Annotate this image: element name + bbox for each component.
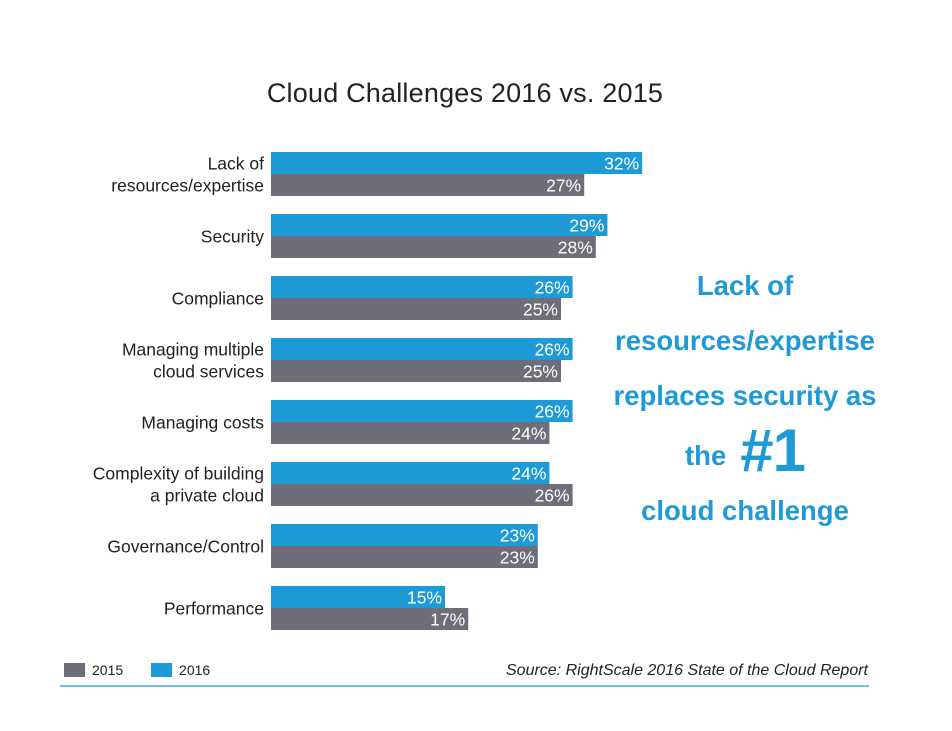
callout-line-5: cloud challenge bbox=[641, 495, 849, 526]
callout-line-1: Lack of bbox=[696, 270, 794, 301]
legend-label-2016: 2016 bbox=[179, 662, 211, 678]
bar-2016-performance bbox=[271, 586, 445, 608]
value-label-2016-managing-multiple-cloud-services: 26% bbox=[535, 340, 570, 360]
bar-2016-compliance bbox=[271, 276, 573, 298]
callout-number-one: #1 bbox=[740, 417, 806, 484]
bar-2016-managing-costs bbox=[271, 400, 573, 422]
source-divider bbox=[60, 685, 869, 687]
bar-2016-complexity-of-building-a-private-cloud bbox=[271, 462, 550, 484]
legend-label-2015: 2015 bbox=[92, 662, 124, 678]
category-label-lack-of-resources-expertise-line-2: resources/expertise bbox=[111, 176, 264, 196]
bar-2016-governance-control bbox=[271, 524, 538, 546]
bar-2015-complexity-of-building-a-private-cloud bbox=[271, 484, 573, 506]
bar-2015-lack-of-resources-expertise bbox=[271, 174, 585, 196]
bar-2015-managing-costs bbox=[271, 422, 550, 444]
chart-title: Cloud Challenges 2016 vs. 2015 bbox=[266, 78, 664, 108]
category-label-managing-costs: Managing costs bbox=[141, 413, 264, 433]
value-label-2015-managing-costs: 24% bbox=[511, 424, 546, 444]
legend-swatch-2015 bbox=[64, 663, 85, 677]
category-label-performance: Performance bbox=[164, 599, 264, 619]
legend-item-2015: 2015 bbox=[64, 662, 123, 678]
category-label-managing-multiple-cloud-services-line-1: Managing multiple bbox=[122, 340, 264, 360]
bar-2016-lack-of-resources-expertise bbox=[271, 152, 643, 174]
category-label-compliance: Compliance bbox=[172, 289, 264, 309]
category-label-complexity-of-building-a-private-cloud-line-2: a private cloud bbox=[150, 486, 264, 506]
callout-line-3: replaces security as bbox=[613, 380, 877, 411]
legend-item-2016: 2016 bbox=[151, 662, 210, 678]
value-label-2016-performance: 15% bbox=[407, 588, 442, 608]
category-label-managing-multiple-cloud-services-line-2: cloud services bbox=[153, 362, 264, 382]
value-label-2015-compliance: 25% bbox=[523, 300, 558, 320]
value-label-2015-security: 28% bbox=[558, 238, 593, 258]
value-label-2016-complexity-of-building-a-private-cloud: 24% bbox=[511, 464, 546, 484]
value-label-2015-managing-multiple-cloud-services: 25% bbox=[523, 362, 558, 382]
bar-2015-managing-multiple-cloud-services bbox=[271, 360, 561, 382]
callout-the: the bbox=[685, 440, 727, 471]
value-label-2015-governance-control: 23% bbox=[500, 548, 535, 568]
bar-2016-security bbox=[271, 214, 608, 236]
value-label-2015-complexity-of-building-a-private-cloud: 26% bbox=[535, 486, 570, 506]
callout-line-2: resources/expertise bbox=[615, 325, 875, 356]
category-label-complexity-of-building-a-private-cloud-line-1: Complexity of building bbox=[93, 464, 264, 484]
callout-line-4: the #1 bbox=[590, 421, 900, 483]
category-label-security: Security bbox=[201, 227, 264, 247]
value-label-2016-governance-control: 23% bbox=[500, 526, 535, 546]
bar-2015-performance bbox=[271, 608, 469, 630]
bar-2016-managing-multiple-cloud-services bbox=[271, 338, 573, 360]
value-label-2016-lack-of-resources-expertise: 32% bbox=[604, 154, 639, 174]
bar-2015-compliance bbox=[271, 298, 561, 320]
source-note: Source: RightScale 2016 State of the Clo… bbox=[506, 662, 868, 679]
value-label-2016-compliance: 26% bbox=[535, 278, 570, 298]
category-label-governance-control: Governance/Control bbox=[107, 537, 264, 557]
callout-text: Lack of resources/expertise replaces sec… bbox=[590, 258, 900, 538]
value-label-2016-managing-costs: 26% bbox=[535, 402, 570, 422]
value-label-2016-security: 29% bbox=[569, 216, 604, 236]
legend: 2015 2016 bbox=[64, 662, 234, 680]
legend-swatch-2016 bbox=[151, 663, 173, 677]
value-label-2015-performance: 17% bbox=[430, 610, 465, 630]
bar-2015-governance-control bbox=[271, 546, 538, 568]
value-label-2015-lack-of-resources-expertise: 27% bbox=[546, 176, 581, 196]
category-label-lack-of-resources-expertise-line-1: Lack of bbox=[208, 154, 265, 174]
bar-2015-security bbox=[271, 236, 596, 258]
